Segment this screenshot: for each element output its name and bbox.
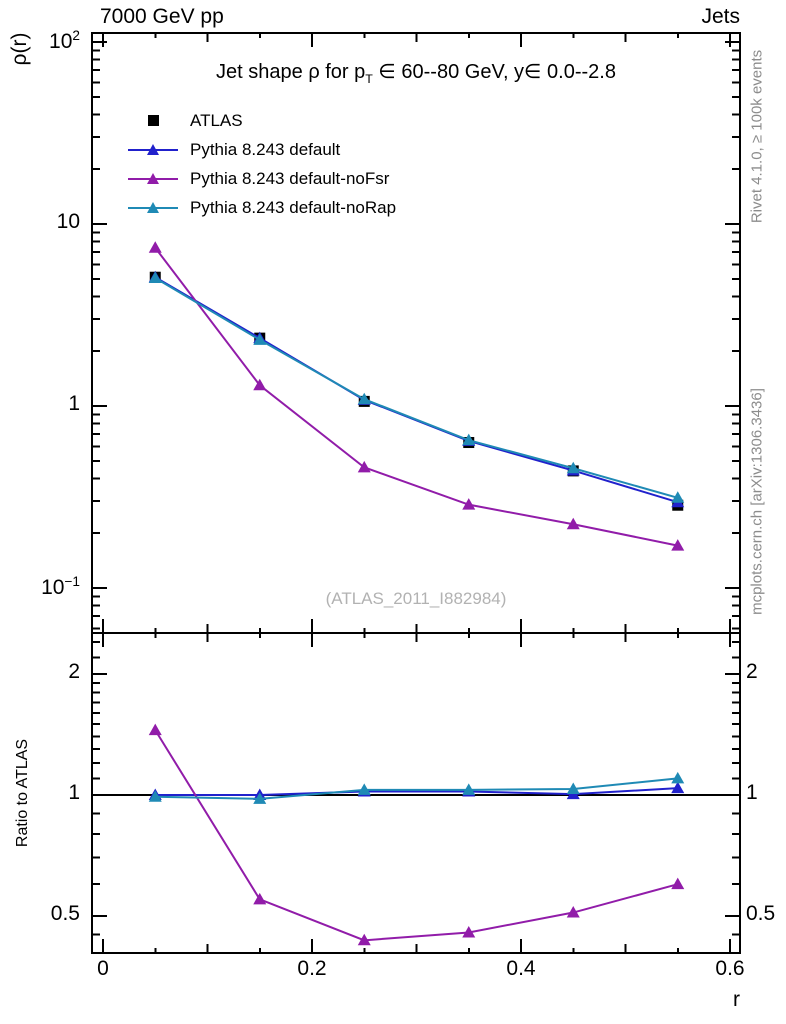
legend-entry-atlas: ATLAS [128, 106, 243, 135]
series-layer [148, 241, 685, 946]
triangle-data-marker [462, 925, 476, 938]
triangle-data-marker [253, 792, 267, 804]
main-series-2 [148, 241, 685, 551]
triangle-data-marker [462, 498, 476, 510]
series-line [154, 247, 678, 547]
ratio-y-tick-label-right: 2 [746, 660, 758, 683]
legend-marker-zone [128, 193, 178, 222]
triangle-data-marker [357, 460, 371, 473]
triangle-data-marker [148, 241, 162, 253]
analysis-id-watermark: (ATLAS_2011_I882984) [325, 589, 507, 608]
header-analysis-group: Jets [701, 5, 740, 28]
triangle-data-marker [148, 723, 162, 736]
triangle-data-marker [357, 783, 371, 795]
main-series-1 [148, 270, 685, 508]
triangle-data-marker [462, 433, 476, 446]
triangle-data-marker [671, 781, 685, 794]
legend-label: Pythia 8.243 default-noRap [190, 197, 397, 217]
legend-marker-zone [128, 106, 178, 135]
legend-marker-zone [128, 135, 178, 164]
ratio-y-tick-label-right: 0.5 [746, 902, 776, 925]
legend-entry-pythia-nofsr: Pythia 8.243 default-noFsr [128, 164, 389, 193]
triangle-data-marker [671, 491, 685, 503]
x-tick-label: 0 [97, 957, 109, 980]
triangle-data-marker [566, 461, 580, 474]
series-line [154, 729, 679, 942]
ratio-series-2 [148, 771, 685, 804]
main-y-tick-label: 102 [49, 28, 80, 53]
triangle-data-marker [357, 933, 371, 946]
ratio-panel-frame [91, 632, 741, 954]
series-line [154, 276, 679, 504]
main-series-0 [149, 271, 684, 511]
series-line [155, 787, 678, 796]
x-tick-label: 0.2 [297, 957, 327, 980]
main-y-tick-label: 1 [68, 392, 80, 415]
plot-title-sub: T [365, 72, 373, 86]
x-axis-title: r [733, 988, 740, 1011]
ratio-y-tick-label-left: 0.5 [50, 902, 80, 925]
legend-label: Pythia 8.243 default [190, 139, 341, 159]
x-tick-label: 0.4 [506, 957, 536, 980]
triangle-data-marker [671, 771, 685, 784]
legend-label: ATLAS [190, 110, 243, 130]
header-beam-energy: 7000 GeV pp [100, 5, 224, 28]
plot-title: Jet shape ρ for pT ∈ 60--80 GeV, y∈ 0.0-… [92, 59, 740, 86]
triangle-data-marker [671, 877, 685, 890]
triangle-data-marker [566, 517, 580, 530]
triangle-data-marker [566, 906, 580, 918]
ratio-y-tick-label-left: 1 [68, 781, 80, 804]
triangle-data-marker [253, 378, 267, 391]
triangle-data-marker [357, 392, 371, 405]
mcplots-reference-note: mcplots.cern.ch [arXiv:1306.3436] [748, 388, 766, 615]
axes [91, 32, 741, 954]
main-series-3 [148, 271, 685, 503]
ratio-y-tick-label-left: 2 [68, 660, 80, 683]
legend-entry-pythia-default: Pythia 8.243 default [128, 135, 340, 164]
triangle-data-marker [462, 783, 476, 795]
legend-entry-pythia-norap: Pythia 8.243 default-noRap [128, 193, 396, 222]
ratio-series-1 [148, 723, 685, 946]
triangle-marker-icon [147, 173, 159, 184]
triangle-data-marker [148, 271, 162, 284]
x-tick-label: 0.6 [715, 957, 745, 980]
main-y-tick-label: 10−1 [41, 574, 80, 599]
triangle-data-marker [253, 892, 267, 905]
plot-title-post: ∈ 60--80 GeV, y∈ 0.0--2.8 [372, 61, 616, 83]
plot-title-pre: Jet shape ρ for p [216, 61, 366, 83]
triangle-data-marker [671, 539, 685, 551]
main-y-tick-label: 10 [56, 210, 80, 233]
triangle-marker-icon [147, 202, 159, 213]
legend-label: Pythia 8.243 default-noFsr [190, 168, 390, 188]
ratio-y-tick-label-right: 1 [746, 781, 758, 804]
square-marker-icon [147, 115, 159, 126]
triangle-marker-icon [147, 144, 159, 155]
triangle-data-marker [253, 333, 267, 345]
triangle-data-marker [566, 782, 580, 794]
series-line [155, 777, 678, 800]
legend-marker-zone [128, 164, 178, 193]
rivet-version-note: Rivet 4.1.0, ≥ 100k events [748, 49, 766, 224]
series-line [154, 277, 679, 499]
triangle-data-marker [148, 790, 162, 802]
